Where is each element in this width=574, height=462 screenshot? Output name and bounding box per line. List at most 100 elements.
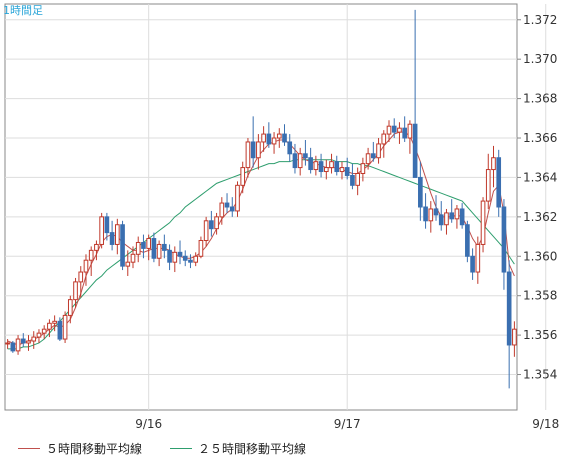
candle-body: [167, 249, 172, 263]
candlestick: [449, 199, 455, 223]
candle-body: [329, 161, 334, 169]
candlestick: [120, 220, 125, 271]
candlestick: [308, 147, 313, 174]
candlestick: [224, 193, 230, 213]
candlestick: [57, 317, 63, 342]
y-tick-label: 1.368: [523, 92, 557, 106]
candlestick: [99, 212, 104, 249]
candle-body: [114, 224, 120, 245]
candle-body: [470, 255, 475, 273]
candlestick: [485, 153, 491, 209]
candle-body: [407, 123, 413, 139]
candlestick: [350, 163, 355, 190]
candlestick: [261, 126, 266, 152]
candle-body: [88, 249, 94, 261]
candlestick: [182, 250, 188, 267]
candlestick: [303, 139, 308, 166]
candle-body: [313, 161, 319, 171]
candlestick: [418, 161, 423, 221]
candle-body: [177, 251, 183, 257]
candle-body: [104, 216, 110, 234]
candlestick: [156, 240, 162, 267]
plot-area: [4, 3, 518, 411]
candlestick: [334, 155, 340, 176]
candle-body: [47, 322, 52, 330]
candlestick: [177, 240, 183, 265]
candle-body: [130, 253, 136, 263]
candle-body: [229, 206, 235, 212]
candle-body: [193, 255, 199, 263]
candlestick: [276, 128, 282, 148]
candle-body: [292, 153, 298, 169]
candle-body: [109, 232, 115, 245]
candle-body: [209, 220, 214, 230]
candlestick: [83, 254, 89, 286]
candle-body: [480, 200, 486, 245]
candlestick: [209, 210, 214, 237]
candlestick: [172, 246, 178, 273]
candle-body: [41, 328, 47, 334]
candle-body: [5, 342, 10, 345]
candlestick: [370, 141, 376, 162]
candlestick: [188, 254, 193, 269]
candle-body: [412, 123, 418, 178]
candle-body: [31, 336, 37, 342]
candle-body: [162, 243, 167, 251]
candle-body: [496, 157, 502, 208]
candlestick: [470, 248, 475, 280]
y-tick-label: 1.360: [523, 249, 557, 263]
candle-body: [271, 137, 277, 145]
candle-body: [36, 332, 42, 338]
candlestick: [412, 9, 418, 178]
candlestick: [438, 201, 444, 231]
y-axis-ticks: 1.354 1.356 1.358 1.360 1.362 1.364 1.366 1.368…: [517, 13, 557, 382]
candle-body: [365, 153, 371, 165]
x-tick-label: 9/18: [532, 417, 559, 431]
candle-body: [83, 259, 89, 273]
candlestick: [78, 266, 84, 298]
candle-body: [501, 206, 507, 273]
candle-body: [188, 259, 193, 263]
candle-body: [141, 241, 146, 249]
candle-body: [491, 157, 496, 171]
candlestick: [297, 147, 303, 176]
candle-body: [297, 153, 303, 169]
candle-body: [172, 251, 178, 263]
candle-body: [282, 133, 287, 143]
candlestick: [109, 220, 115, 251]
legend-item-ma25: ２５時間移動平均線: [170, 440, 306, 456]
candlestick: [214, 212, 219, 235]
y-tick-label: 1.366: [523, 131, 557, 145]
candlestick: [475, 236, 481, 284]
candlestick: [67, 295, 73, 324]
candlestick: [292, 143, 298, 174]
candlestick: [31, 331, 37, 349]
candle-body: [261, 133, 266, 143]
candle-body: [287, 141, 293, 155]
candle-body: [99, 216, 104, 245]
candlestick: [444, 208, 449, 235]
candlestick: [73, 277, 78, 308]
candlestick: [428, 201, 434, 233]
candle-body: [73, 281, 78, 301]
candle-body: [402, 127, 408, 139]
y-tick-label: 1.370: [523, 52, 557, 66]
candle-body: [15, 338, 21, 352]
legend-swatch-ma25: [170, 447, 192, 449]
candlestick: [114, 218, 120, 255]
candle-body: [245, 141, 251, 169]
candlestick: [459, 203, 465, 229]
candlestick: [229, 197, 235, 217]
candlestick: [198, 236, 204, 259]
y-tick-label: 1.362: [523, 210, 557, 224]
candle-body: [120, 224, 125, 267]
candlestick: [329, 153, 334, 174]
candlestick: [318, 153, 324, 178]
candle-body: [344, 167, 350, 176]
y-tick-label: 1.364: [523, 170, 557, 184]
candlestick: [402, 116, 408, 142]
candle-body: [386, 125, 392, 135]
candle-body: [151, 238, 157, 259]
candle-body: [135, 241, 141, 255]
